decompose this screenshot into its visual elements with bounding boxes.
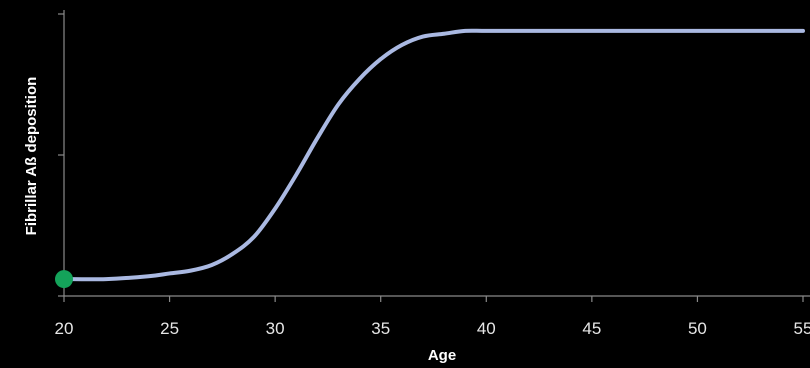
x-tick-label: 20 [55,319,74,338]
x-tick-label: 45 [582,319,601,338]
x-tick-label: 30 [266,319,285,338]
series-line [62,28,805,282]
y-axis-title: Fibrillar Aß deposition [23,77,40,236]
x-tick-label: 25 [160,319,179,338]
x-tick-label: 40 [477,319,496,338]
axes [58,10,810,302]
start-point-marker [55,270,73,289]
x-tick-labels: 20 25 30 35 40 45 50 55 [55,319,810,338]
x-tick-label: 35 [371,319,390,338]
series-layer [55,28,805,289]
x-tick-label: 50 [688,319,707,338]
x-axis-title: Age [428,347,456,364]
x-tick-label: 55 [794,319,810,338]
